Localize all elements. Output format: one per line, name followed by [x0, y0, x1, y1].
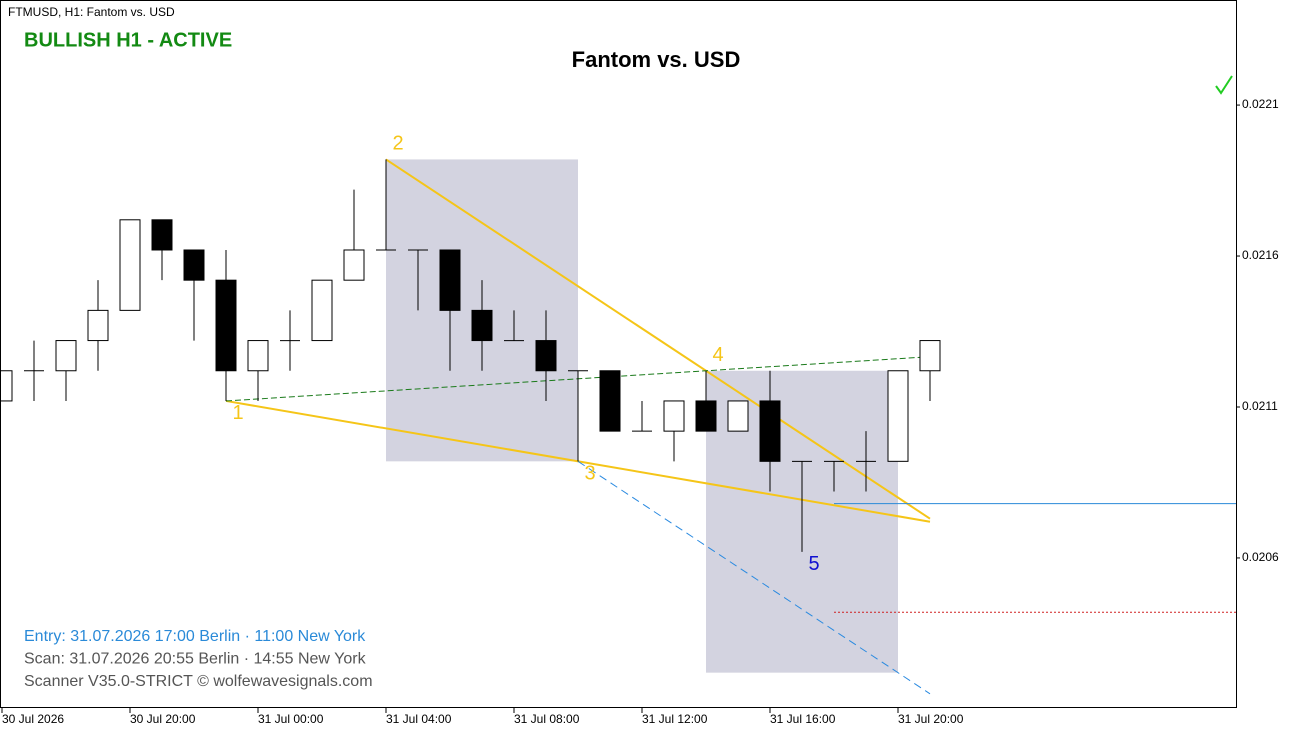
candle-body: [55, 340, 77, 372]
wave-label: 2: [392, 133, 403, 155]
candle-body: [0, 370, 13, 402]
x-tick-label: 31 Jul 12:00: [642, 712, 708, 726]
candle-body: [727, 400, 749, 432]
info-line: Scan: 31.07.2026 20:55 Berlin · 14:55 Ne…: [24, 651, 367, 668]
status: BULLISH H1 - ACTIVE: [24, 29, 232, 51]
x-tick-label: 31 Jul 00:00: [258, 712, 324, 726]
candle-body: [215, 279, 237, 372]
wave-line: [577, 460, 931, 695]
candle-body: [343, 249, 365, 281]
header: FTMUSD, H1: Fantom vs. USD: [8, 5, 175, 19]
candle-body: [759, 400, 781, 462]
chart-title: Fantom vs. USD: [572, 47, 741, 72]
x-tick-label: 30 Jul 20:00: [130, 712, 196, 726]
y-tick-label: 0.0221: [1242, 97, 1279, 111]
candle-body: [151, 219, 173, 251]
candle-body: [311, 279, 333, 342]
info-line: Entry: 31.07.2026 17:00 Berlin · 11:00 N…: [24, 628, 366, 645]
candle-body: [535, 340, 557, 372]
candle-body: [471, 309, 493, 342]
candles: [0, 159, 941, 552]
candle-body: [887, 370, 909, 462]
check-icon: [1215, 75, 1233, 95]
candle-body: [119, 219, 141, 311]
y-tick-label: 0.0211: [1242, 399, 1278, 413]
candle-body: [599, 370, 621, 432]
wave-label: 1: [232, 402, 243, 424]
candle-body: [183, 249, 205, 281]
y-tick-label: 0.0206: [1242, 550, 1279, 564]
candle-body: [247, 340, 269, 372]
candle-body: [695, 400, 717, 432]
wave-label: 4: [712, 344, 723, 366]
wave-label: 5: [808, 553, 819, 575]
x-tick-label: 31 Jul 16:00: [770, 712, 836, 726]
x-tick-label: 30 Jul 2026: [2, 712, 64, 726]
wave-line: [385, 158, 931, 520]
candle-body: [439, 249, 461, 311]
candle-body: [919, 340, 941, 372]
info-line: Scanner V35.0-STRICT © wolfewavesignals.…: [24, 673, 373, 690]
x-tick-label: 31 Jul 20:00: [898, 712, 964, 726]
plot-frame: [0, 0, 1237, 708]
candle-body: [87, 309, 109, 342]
x-tick-label: 31 Jul 04:00: [386, 712, 452, 726]
x-tick-label: 31 Jul 08:00: [514, 712, 580, 726]
candle-body: [663, 400, 685, 432]
wave-label: 3: [584, 463, 595, 485]
y-tick-label: 0.0216: [1242, 248, 1279, 262]
